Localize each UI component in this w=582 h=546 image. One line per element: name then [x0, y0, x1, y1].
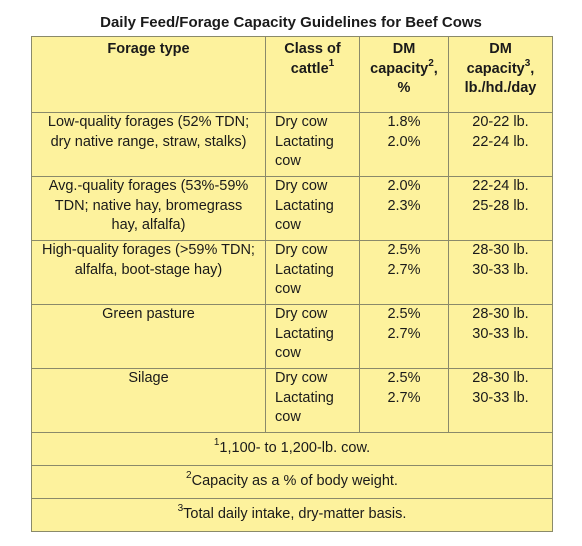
cell-text-line: hay, alfalfa) — [111, 217, 186, 233]
cell-text-line: Lactating — [275, 261, 334, 278]
dm-capacity-lb-cell: 22-24 lb. 25-28 lb. — [448, 176, 553, 241]
cell-text-line: Lactating — [275, 133, 334, 150]
dm-capacity-percent-cell: 2.5% 2.7% — [359, 240, 449, 305]
cell-text-line: cow — [275, 217, 301, 233]
footnote-ref-2: 2 — [428, 57, 434, 69]
cell-text-line: Dry cow — [275, 242, 328, 258]
forage-type-cell: Silage — [31, 368, 266, 433]
cell-text-line: 2.5% — [387, 306, 421, 322]
dm-capacity-percent-cell: 2.0% 2.3% — [359, 176, 449, 241]
forage-type-cell: High-quality forages (>59% TDN; alfalfa, … — [31, 240, 266, 305]
cell-text-line: 28-30 lb. — [472, 242, 529, 258]
cell-text-line: Dry cow — [275, 370, 328, 386]
footnote-ref-1: 1 — [328, 57, 335, 69]
cell-text-line: alfalfa, boot-stage hay) — [74, 261, 223, 278]
class-of-cattle-cell: Dry cow Lactating cow — [265, 368, 360, 433]
dm-capacity-lb-cell: 20-22 lb. 22-24 lb. — [448, 112, 553, 177]
table-row: Silage Dry cow Lactating cow 2.5% 2.7% 28-30 l… — [31, 368, 553, 433]
cell-text-line: cow — [275, 281, 301, 297]
cell-text-line: cow — [275, 153, 301, 169]
dm-capacity-lb-cell: 28-30 lb. 30-33 lb. — [448, 368, 553, 433]
forage-type-cell: Green pasture — [31, 304, 266, 369]
cell-text-line: Dry cow — [275, 178, 328, 194]
class-of-cattle-cell: Dry cow Lactating cow — [265, 176, 360, 241]
cell-text-line: 2.3% — [387, 197, 421, 214]
dm-capacity-percent-cell: 1.8% 2.0% — [359, 112, 449, 177]
header-dm-capacity-lb: DM capacity3, lb./hd./day — [448, 36, 553, 113]
cell-text-line: 2.0% — [387, 133, 421, 150]
header-dm-capacity-percent: DM capacity2, % — [359, 36, 449, 113]
cell-text-line: 22-24 lb. — [472, 133, 529, 150]
dm-capacity-percent-cell: 2.5% 2.7% — [359, 368, 449, 433]
table-row: High-quality forages (>59% TDN; alfalfa, … — [31, 240, 553, 305]
dm-capacity-lb-cell: 28-30 lb. 30-33 lb. — [448, 304, 553, 369]
cell-text-line: Avg.-quality forages (53%-59% — [48, 178, 249, 194]
table-row: Low-quality forages (52% TDN; dry native … — [31, 112, 553, 177]
class-of-cattle-cell: Dry cow Lactating cow — [265, 304, 360, 369]
cell-text-line: 28-30 lb. — [472, 306, 529, 322]
cell-text-line: cow — [275, 345, 301, 361]
cell-text-line: Green pasture — [102, 306, 195, 322]
cell-text-line: 2.7% — [387, 325, 421, 342]
cell-text-line: Dry cow — [275, 114, 328, 130]
header-row: Forage type Class of cattle1 DM capacity… — [31, 36, 553, 113]
footnote-row: 3Total daily intake, dry-matter basis. — [31, 498, 553, 532]
cell-text-line: 30-33 lb. — [472, 389, 529, 406]
cell-text-line: High-quality forages (>59% TDN; — [42, 242, 255, 258]
table-title: Daily Feed/Forage Capacity Guidelines fo… — [100, 14, 482, 31]
forage-type-cell: Avg.-quality forages (53%-59% TDN; native… — [31, 176, 266, 241]
cell-text-line: 1.8% — [387, 114, 421, 130]
forage-type-cell: Low-quality forages (52% TDN; dry native … — [31, 112, 266, 177]
table-row: Avg.-quality forages (53%-59% TDN; native… — [31, 176, 553, 241]
header-forage-type: Forage type — [31, 36, 266, 113]
cell-text-line: Lactating — [275, 389, 334, 406]
header-class-of-cattle: Class of cattle1 — [265, 36, 360, 113]
class-of-cattle-cell: Dry cow Lactating cow — [265, 240, 360, 305]
cell-text-line: 2.7% — [387, 261, 421, 278]
cell-text-line: 30-33 lb. — [472, 325, 529, 342]
cell-text-line: 2.5% — [387, 370, 421, 386]
cell-text-line: Dry cow — [275, 306, 328, 322]
cell-text-line: dry native range, straw, stalks) — [50, 133, 247, 150]
cell-text-line: 2.7% — [387, 389, 421, 406]
footnote-2: 2Capacity as a % of body weight. — [31, 465, 553, 499]
cell-text-line: Lactating — [275, 197, 334, 214]
cell-text-line: 20-22 lb. — [472, 114, 529, 130]
footnote-3: 3Total daily intake, dry-matter basis. — [31, 498, 553, 532]
table-row: Green pasture Dry cow Lactating cow 2.5% 2.7%… — [31, 304, 553, 369]
cell-text-line: Silage — [128, 370, 169, 386]
cell-text-line: cow — [275, 409, 301, 425]
cell-text-line: 25-28 lb. — [472, 197, 529, 214]
dm-capacity-lb-cell: 28-30 lb. 30-33 lb. — [448, 240, 553, 305]
cell-text-line: Low-quality forages (52% TDN; — [47, 114, 250, 130]
cell-text-line: 30-33 lb. — [472, 261, 529, 278]
cell-text-line: 2.5% — [387, 242, 421, 258]
cell-text-line: TDN; native hay, bromegrass — [54, 197, 243, 214]
cell-text-line: 2.0% — [387, 178, 421, 194]
cell-text-line: Lactating — [275, 325, 334, 342]
footnote-ref-3: 3 — [524, 57, 531, 69]
footnote-1: 11,100- to 1,200-lb. cow. — [31, 432, 553, 466]
footnote-row: 2Capacity as a % of body weight. — [31, 465, 553, 499]
footnote-row: 11,100- to 1,200-lb. cow. — [31, 432, 553, 466]
forage-capacity-table: Forage type Class of cattle1 DM capacity… — [31, 36, 553, 532]
class-of-cattle-cell: Dry cow Lactating cow — [265, 112, 360, 177]
cell-text-line: 22-24 lb. — [472, 178, 529, 194]
dm-capacity-percent-cell: 2.5% 2.7% — [359, 304, 449, 369]
cell-text-line: 28-30 lb. — [472, 370, 529, 386]
